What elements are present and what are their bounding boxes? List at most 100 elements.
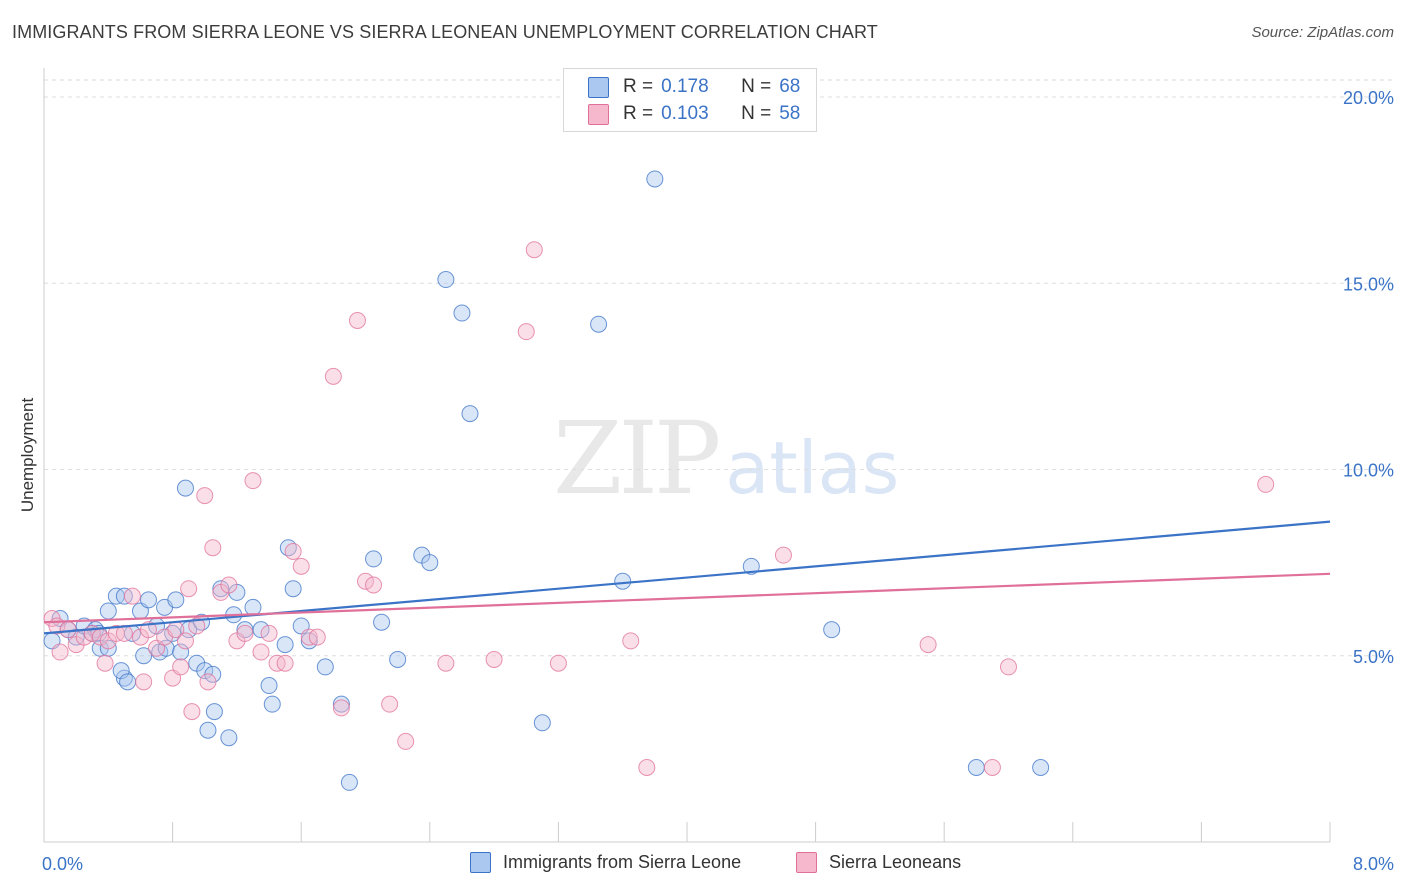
point-sierra-leoneans (919, 636, 937, 654)
point-sierra-leoneans (774, 546, 792, 564)
point-immigrants (139, 591, 157, 609)
legend-item-immigrants: Immigrants from Sierra Leone (470, 852, 741, 873)
point-immigrants (263, 695, 281, 713)
point-immigrants (212, 580, 230, 598)
point-immigrants (590, 315, 608, 333)
y-tick-label: 15.0% (1343, 274, 1394, 294)
legend-swatch-blue (588, 76, 609, 98)
grid-lines (44, 79, 1394, 657)
point-sierra-leoneans (188, 617, 206, 635)
point-immigrants (967, 759, 985, 776)
point-sierra-leoneans (236, 624, 254, 642)
point-sierra-leoneans (1000, 658, 1017, 676)
trend-line-immigrants (43, 520, 1331, 635)
point-sierra-leoneans (180, 580, 198, 598)
point-immigrants (461, 405, 479, 423)
point-sierra-leoneans (123, 587, 141, 605)
point-sierra-leoneans (260, 624, 278, 642)
legend-swatch-pink (796, 852, 817, 873)
point-immigrants (99, 602, 117, 620)
n-value: 68 (779, 76, 801, 97)
point-sierra-leoneans (183, 703, 201, 721)
source-credit: Source: ZipAtlas.com (1251, 24, 1394, 41)
point-sierra-leoneans (549, 654, 567, 672)
point-sierra-leoneans (244, 472, 262, 490)
point-immigrants (421, 554, 439, 572)
point-sierra-leoneans (983, 759, 1001, 776)
correlation-legend: R = 0.178 N = 68 R = 0.103 N = 58 (563, 68, 817, 132)
point-sierra-leoneans (199, 673, 217, 691)
trend-line-sierra-leoneans (43, 572, 1331, 624)
x-tick-label: 0.0% (42, 854, 83, 874)
chart-title: IMMIGRANTS FROM SIERRA LEONE VS SIERRA L… (12, 22, 878, 42)
point-sierra-leoneans (332, 699, 350, 717)
point-sierra-leoneans (517, 323, 535, 341)
watermark-atlas: atlas (725, 426, 900, 510)
point-immigrants (119, 673, 137, 691)
axes (43, 68, 1331, 843)
point-sierra-leoneans (220, 576, 238, 594)
point-immigrants (365, 550, 383, 568)
point-immigrants (167, 591, 185, 609)
point-sierra-leoneans (252, 643, 270, 661)
point-sierra-leoneans (1257, 475, 1275, 493)
legend-swatch-pink (588, 103, 609, 125)
point-sierra-leoneans (176, 632, 194, 650)
r-label: R = (623, 103, 654, 124)
point-immigrants (373, 613, 391, 631)
y-tick-label: 10.0% (1343, 461, 1394, 481)
legend-label: Immigrants from Sierra Leone (503, 852, 742, 872)
point-sierra-leoneans (365, 576, 383, 594)
point-immigrants (205, 703, 223, 721)
point-sierra-leoneans (135, 673, 153, 691)
legend-swatch-blue (470, 852, 491, 873)
point-sierra-leoneans (324, 367, 342, 385)
point-sierra-leoneans (292, 557, 310, 575)
legend-label: Sierra Leoneans (829, 852, 962, 872)
point-sierra-leoneans (525, 241, 543, 259)
point-sierra-leoneans (276, 654, 294, 672)
point-immigrants (176, 479, 194, 497)
point-sierra-leoneans (357, 572, 374, 590)
r-value: 0.178 (661, 76, 709, 97)
point-immigrants (220, 729, 238, 747)
point-sierra-leoneans (204, 539, 222, 557)
point-sierra-leoneans (308, 628, 326, 646)
r-label: R = (623, 76, 654, 97)
point-immigrants (196, 662, 214, 680)
point-immigrants (1032, 759, 1050, 776)
n-value: 58 (779, 103, 801, 124)
n-label: N = (741, 76, 772, 97)
point-immigrants (284, 580, 302, 598)
point-sierra-leoneans (172, 658, 190, 676)
point-immigrants (646, 170, 664, 188)
data-points (43, 170, 1275, 791)
point-immigrants (244, 598, 262, 616)
legend-row-sierra-leoneans: R = 0.103 N = 58 (564, 100, 800, 128)
r-value: 0.103 (661, 103, 709, 124)
y-tick-label: 5.0% (1353, 647, 1394, 667)
x-tick-label: 8.0% (1353, 854, 1394, 874)
point-sierra-leoneans (348, 312, 366, 329)
legend-row-immigrants: R = 0.178 N = 68 (564, 73, 800, 101)
n-label: N = (741, 103, 772, 124)
point-immigrants (389, 650, 407, 668)
point-sierra-leoneans (622, 632, 640, 650)
y-tick-label: 20.0% (1343, 88, 1394, 108)
point-sierra-leoneans (284, 542, 302, 560)
point-immigrants (332, 695, 350, 713)
point-immigrants (340, 773, 358, 791)
point-immigrants (614, 572, 632, 590)
point-immigrants (276, 636, 294, 654)
point-immigrants (316, 658, 334, 676)
point-immigrants (742, 557, 760, 575)
point-immigrants (533, 714, 551, 732)
watermark-zip: ZIP (553, 400, 721, 517)
watermark: ZIP atlas (553, 400, 899, 517)
point-immigrants (437, 271, 455, 289)
point-immigrants (823, 621, 841, 639)
point-immigrants (252, 621, 270, 639)
point-immigrants (135, 647, 153, 665)
point-sierra-leoneans (638, 759, 656, 776)
